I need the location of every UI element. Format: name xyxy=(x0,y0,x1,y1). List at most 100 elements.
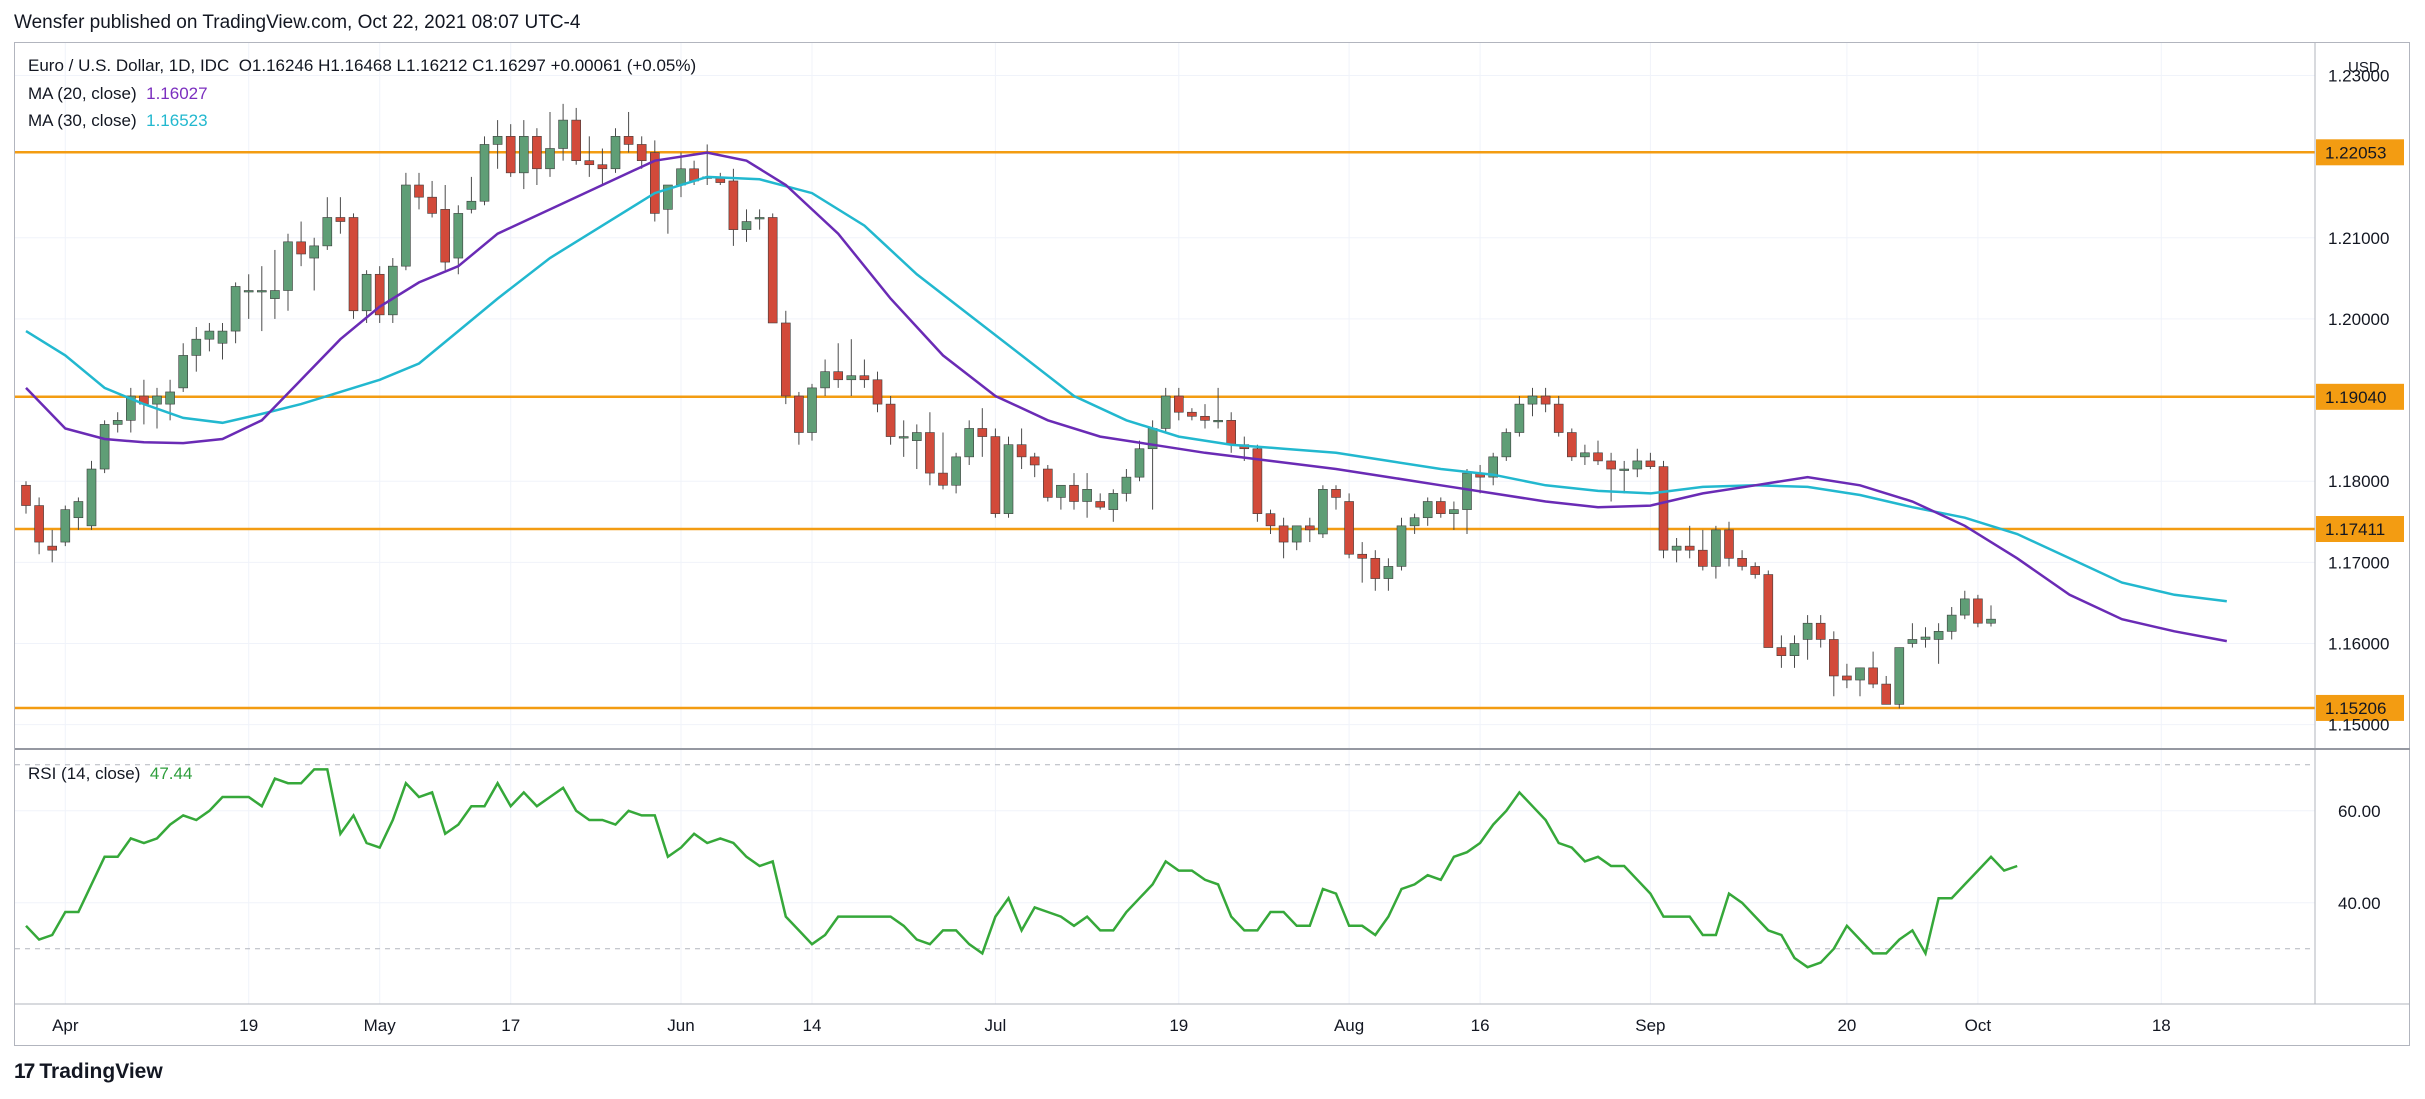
candle-down xyxy=(296,241,306,255)
ma30-legend[interactable]: MA (30, close) 1.16523 xyxy=(28,111,208,131)
candle-up xyxy=(1671,545,1682,551)
candle-down xyxy=(833,371,844,381)
time-tick-label: Oct xyxy=(1965,1016,1992,1035)
level-price-tag xyxy=(2316,383,2404,410)
time-tick-label: Aug xyxy=(1334,1016,1364,1035)
candle-down xyxy=(728,180,739,230)
candle-up xyxy=(73,501,84,519)
candle-up xyxy=(479,144,490,202)
rsi-value: 47.44 xyxy=(149,764,193,783)
candle-up xyxy=(256,290,267,293)
candle-up xyxy=(663,184,673,210)
candle-down xyxy=(1043,468,1053,498)
candle-up xyxy=(453,213,464,259)
rsi-line xyxy=(25,768,2018,969)
candle-up xyxy=(1855,667,1865,681)
candle-down xyxy=(505,136,516,174)
candle-down xyxy=(636,144,647,161)
candle-up xyxy=(126,395,136,421)
candle-down xyxy=(977,428,988,437)
candle-up xyxy=(558,119,568,149)
candle-down xyxy=(21,484,31,506)
candle-down xyxy=(1357,553,1367,559)
candle-up xyxy=(1422,501,1433,519)
candle-down xyxy=(348,217,359,312)
candle-up xyxy=(322,217,333,247)
candle-up xyxy=(1527,395,1538,405)
time-tick-label: Jul xyxy=(985,1016,1007,1035)
candle-down xyxy=(1370,557,1381,579)
candle-up xyxy=(1409,517,1420,527)
candle-up xyxy=(911,432,922,441)
candle-up xyxy=(1514,403,1525,433)
candle-down xyxy=(1776,647,1787,656)
level-price-text: 1.19040 xyxy=(2325,388,2386,407)
candle-down xyxy=(938,472,948,486)
attribution-text: Wensfer published on TradingView.com, Oc… xyxy=(14,12,581,33)
symbol-name[interactable]: Euro / U.S. Dollar, 1D, IDC xyxy=(28,56,230,75)
candle-up xyxy=(204,330,215,340)
candle-up xyxy=(86,468,97,527)
candle-down xyxy=(1540,395,1551,405)
candle-down xyxy=(1567,432,1577,458)
tradingview-logo[interactable]: 17 TradingView xyxy=(14,1060,163,1084)
time-tick-label: Apr xyxy=(52,1016,79,1035)
candle-up xyxy=(1619,468,1629,471)
candle-up xyxy=(820,371,830,389)
candle-down xyxy=(1684,545,1695,551)
ohlc-values: O1.16246 H1.16468 L1.16212 C1.16297 +0.0… xyxy=(238,56,697,75)
ma20-line xyxy=(25,151,2228,643)
candle-down xyxy=(1436,501,1446,514)
currency-label: USD xyxy=(2348,59,2380,76)
candle-up xyxy=(283,241,293,291)
candle-up xyxy=(466,200,477,210)
candle-up xyxy=(1894,647,1905,705)
ma30-line xyxy=(25,175,2227,603)
rsi-legend[interactable]: RSI (14, close) 47.44 xyxy=(28,764,192,784)
candle-down xyxy=(1200,415,1210,421)
candle-down xyxy=(532,136,542,170)
candle-up xyxy=(898,436,909,439)
candle-up xyxy=(1056,484,1066,498)
candle-down xyxy=(1069,484,1079,502)
rsi-series xyxy=(25,768,2018,969)
candle-down xyxy=(1029,456,1040,466)
level-price-tag xyxy=(2316,516,2404,543)
candle-up xyxy=(1134,448,1145,478)
candle-down xyxy=(414,184,424,198)
level-price-text: 1.22053 xyxy=(2325,143,2386,162)
candle-down xyxy=(859,375,870,381)
candle-up xyxy=(1318,489,1328,535)
tradingview-logo-icon: 17 xyxy=(14,1060,35,1083)
candle-up xyxy=(1291,525,1302,543)
candle-down xyxy=(1645,460,1656,467)
candle-up xyxy=(518,136,529,174)
level-price-tag xyxy=(2316,694,2404,721)
candle-up xyxy=(807,387,817,433)
candle-down xyxy=(374,273,385,316)
ma20-legend[interactable]: MA (20, close) 1.16027 xyxy=(28,84,208,104)
candle-up xyxy=(1711,529,1721,567)
candle-down xyxy=(1593,452,1603,462)
candle-down xyxy=(47,545,58,551)
candle-down xyxy=(767,217,778,324)
price-tick-label: 1.21000 xyxy=(2328,229,2389,248)
rsi-tick-label: 60.00 xyxy=(2338,802,2381,821)
candle-up xyxy=(1960,598,1970,616)
candle-up xyxy=(361,273,372,312)
candle-down xyxy=(571,119,582,161)
candle-down xyxy=(1829,639,1839,677)
time-tick-label: 16 xyxy=(1471,1016,1490,1035)
candle-up xyxy=(1160,395,1171,429)
price-tick-label: 1.16000 xyxy=(2328,635,2389,654)
candle-up xyxy=(951,456,961,486)
ma30-value: 1.16523 xyxy=(146,111,208,130)
time-tick-label: 17 xyxy=(501,1016,520,1035)
time-tick-label: 19 xyxy=(1169,1016,1188,1035)
candle-up xyxy=(610,136,621,170)
candle-up xyxy=(846,375,857,381)
candle-down xyxy=(1973,598,1983,624)
candle-up xyxy=(217,330,228,344)
level-price-text: 1.15206 xyxy=(2325,699,2386,718)
